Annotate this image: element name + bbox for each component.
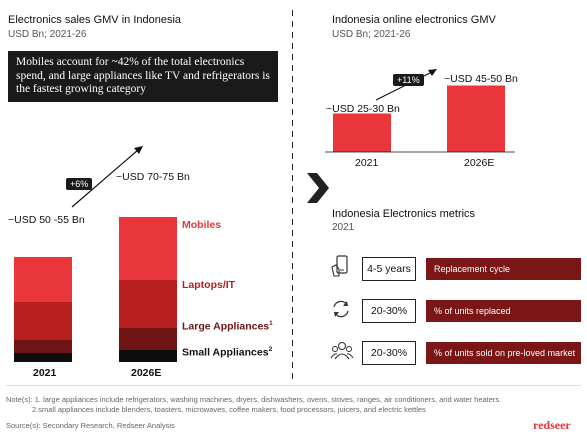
bar-segment-2026e-largeappliances [119,328,177,350]
left-growth-arrowhead [134,146,143,154]
divider-dash [292,54,293,60]
left-growth-arrow-line [71,149,139,208]
right-growth-arrowhead [428,69,437,76]
bar-segment-2021-largeappliances [14,340,72,353]
divider-dash [292,263,293,269]
right-chart-title: Indonesia online electronics GMV [332,14,496,26]
divider-dash [292,373,293,379]
metric-value-units-replaced: 20-30% [362,299,416,323]
divider-dash [292,120,293,126]
phone-hand-icon [331,255,348,277]
right-xlabel-2026: 2026E [464,157,495,169]
left-xlabel-2021: 2021 [33,367,57,379]
divider-dash [292,21,293,27]
source-note: Source(s): Secondary Research, Redseer A… [6,421,175,430]
divider-dash [292,175,293,181]
bar-2026e [447,85,505,152]
divider-dash [292,43,293,49]
divider-dash [292,142,293,148]
divider-dash [292,153,293,159]
note-line-1: Note(s): 1. large appliances include ref… [6,395,502,404]
people-group-icon [330,341,354,360]
chevron-right-icon [307,173,329,203]
divider-dash [292,109,293,115]
right-growth-badge: +11% [393,74,424,86]
divider-dash [292,32,293,38]
brand-logo: redseer [533,418,571,432]
divider-dash [292,197,293,203]
note-line-2: 2.small appliances include blenders, toa… [32,405,426,414]
legend-laptops: Laptops/IT [182,279,236,291]
left-chart-title: Electronics sales GMV in Indonesia [8,14,182,26]
divider-dash [292,329,293,335]
divider-dash [292,65,293,71]
divider-dash [292,318,293,324]
divider-dash [292,10,293,16]
divider-dash [292,252,293,258]
legend-small-appliances: Small Appliances2 [182,346,273,359]
left-total-2021: ~USD 50 -55 Bn [8,214,85,226]
divider-dash [292,296,293,302]
metrics-title: Indonesia Electronics metrics [332,208,476,220]
right-value-2026: ~USD 45-50 Bn [444,73,518,85]
left-total-2026: ~USD 70-75 Bn [116,171,190,183]
divider-dash [292,241,293,247]
bar-segment-2026e-mobiles [119,217,177,280]
divider-dash [292,230,293,236]
right-bar-chart [325,69,515,153]
metric-label-units-replaced: % of units replaced [426,300,581,322]
bar-segment-2021-smallappliances [14,353,72,362]
right-xlabel-2021: 2021 [355,157,379,169]
divider-dash [292,351,293,357]
bar-segment-2021-laptopsit [14,302,72,340]
divider-dash [292,274,293,280]
legend-large-appliances: Large Appliances1 [182,320,273,333]
right-value-2021: ~USD 25-30 Bn [326,103,400,115]
divider-dash [292,131,293,137]
metric-label-preloved: % of units sold on pre-loved market [426,342,581,364]
divider-dash [292,340,293,346]
left-chart-subtitle: USD Bn; 2021-26 [8,29,87,40]
metric-label-replacement-cycle: Replacement cycle [426,258,581,280]
left-callout: Mobiles account for ~42% of the total el… [8,51,278,102]
divider-dash [292,164,293,170]
divider-dash [292,362,293,368]
bar-segment-2021-mobiles [14,257,72,302]
bar-segment-2026e-smallappliances [119,350,177,362]
divider-dash [292,285,293,291]
metric-value-preloved: 20-30% [362,341,416,365]
left-xlabel-2026: 2026E [131,367,162,379]
left-stacked-chart [14,146,177,362]
divider-dash [292,87,293,93]
divider-dash [292,98,293,104]
divider-dash [292,219,293,225]
divider-dash [292,186,293,192]
bar-segment-2026e-laptopsit [119,280,177,328]
divider-dash [292,208,293,214]
left-growth-badge: +6% [66,178,93,190]
legend-mobiles: Mobiles [182,219,222,231]
bar-2021 [333,113,391,152]
divider-dash [292,307,293,313]
right-chart-subtitle: USD Bn; 2021-26 [332,29,411,40]
divider-dash [292,76,293,82]
footer-divider [6,385,581,386]
refresh-cycle-icon [333,300,349,318]
metric-value-replacement-cycle: 4-5 years [362,257,416,281]
metrics-subtitle: 2021 [332,222,355,233]
